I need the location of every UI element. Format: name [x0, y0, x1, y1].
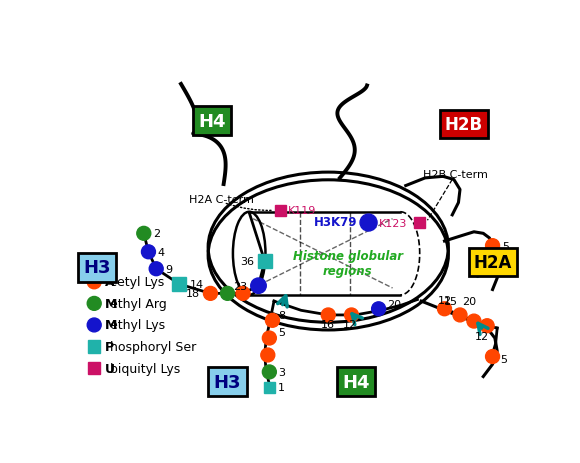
Circle shape	[87, 275, 101, 289]
Text: 2: 2	[153, 229, 160, 239]
Text: 20: 20	[387, 300, 401, 309]
Circle shape	[204, 287, 218, 300]
Text: 8: 8	[278, 310, 285, 320]
Text: H2B: H2B	[444, 116, 483, 134]
Circle shape	[372, 302, 386, 316]
Circle shape	[262, 365, 276, 379]
Text: 1: 1	[278, 382, 285, 393]
Text: M: M	[105, 319, 117, 332]
Text: 36: 36	[240, 257, 254, 267]
Bar	[414, 218, 425, 228]
Circle shape	[453, 308, 467, 322]
Circle shape	[360, 215, 377, 232]
Circle shape	[87, 319, 101, 332]
Text: 5: 5	[502, 241, 509, 251]
Text: 12: 12	[437, 295, 452, 305]
Text: H4: H4	[342, 373, 369, 391]
Text: 23: 23	[234, 281, 248, 291]
Circle shape	[87, 297, 101, 311]
Circle shape	[437, 302, 451, 316]
Text: hosphoryl Ser: hosphoryl Ser	[110, 340, 197, 353]
Bar	[263, 382, 275, 393]
Text: ethyl Lys: ethyl Lys	[110, 319, 166, 332]
Text: cetyl Lys: cetyl Lys	[110, 276, 165, 289]
Text: Histone globular
regions: Histone globular regions	[293, 249, 403, 277]
Circle shape	[261, 348, 275, 362]
Text: 12: 12	[476, 331, 490, 341]
Circle shape	[485, 239, 499, 253]
Text: 16: 16	[321, 319, 335, 330]
Text: K119: K119	[288, 206, 316, 216]
Text: H2A C-term: H2A C-term	[188, 195, 253, 205]
Text: H2A: H2A	[474, 253, 512, 271]
Circle shape	[220, 287, 234, 300]
Text: 18: 18	[186, 289, 200, 299]
Circle shape	[262, 332, 276, 345]
Text: biquityl Lys: biquityl Lys	[110, 362, 181, 375]
Circle shape	[266, 314, 280, 327]
Text: K123: K123	[379, 218, 407, 228]
Text: A: A	[105, 276, 115, 289]
Text: 3: 3	[278, 367, 285, 377]
Text: 5: 5	[278, 327, 285, 337]
Text: H4: H4	[198, 113, 226, 131]
Circle shape	[149, 262, 163, 276]
Circle shape	[480, 319, 494, 333]
Text: 20: 20	[462, 296, 476, 307]
Circle shape	[467, 314, 481, 328]
Text: 5: 5	[501, 354, 508, 364]
Text: P: P	[105, 340, 114, 353]
Text: U: U	[105, 362, 115, 375]
Text: H3: H3	[214, 373, 241, 391]
Circle shape	[236, 287, 250, 300]
Text: H2B C-term: H2B C-term	[423, 169, 488, 180]
Bar	[258, 255, 271, 269]
Circle shape	[345, 308, 358, 322]
Text: H3K79: H3K79	[314, 215, 358, 228]
Circle shape	[251, 278, 266, 294]
Bar	[88, 362, 100, 375]
Text: 15: 15	[444, 296, 458, 307]
Text: 12: 12	[343, 319, 357, 330]
Text: H3: H3	[84, 259, 111, 277]
Text: M: M	[105, 297, 117, 310]
Text: 4: 4	[158, 247, 165, 257]
Text: 9: 9	[165, 264, 173, 274]
Circle shape	[485, 350, 499, 363]
Circle shape	[142, 245, 155, 259]
Bar	[172, 278, 186, 291]
Bar	[88, 341, 100, 353]
Circle shape	[321, 308, 335, 322]
Text: 14: 14	[190, 280, 204, 289]
Text: ethyl Arg: ethyl Arg	[110, 297, 167, 310]
Bar	[275, 206, 285, 216]
Circle shape	[137, 227, 151, 241]
